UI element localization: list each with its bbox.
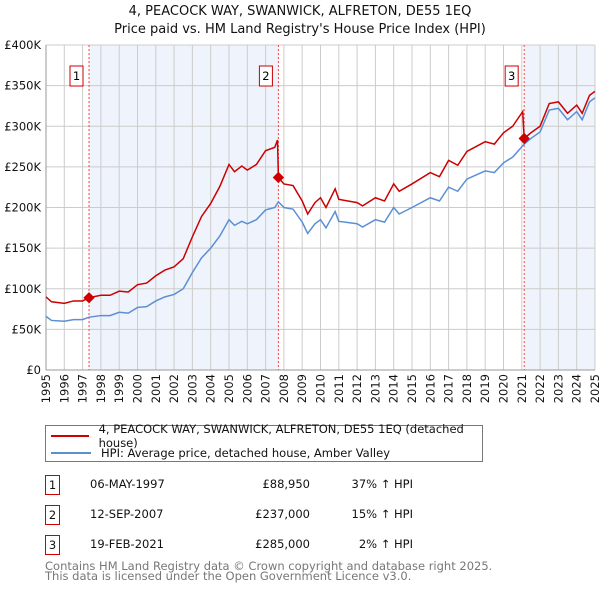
sale-date: 06-MAY-1997	[90, 477, 165, 491]
y-tick-label: £300K	[4, 119, 41, 133]
footer-licence: This data is licensed under the Open Gov…	[45, 569, 412, 583]
x-tick-label: 2014	[387, 374, 401, 403]
x-tick-label: 1995	[39, 374, 53, 403]
x-tick-label: 2006	[240, 374, 254, 403]
property-price-line	[45, 90, 596, 305]
x-tick-label: 1999	[112, 374, 126, 403]
sale-label-box	[258, 65, 273, 87]
x-tick-label: 2004	[204, 374, 218, 403]
price-chart: 1995 1996 1997 1998 1999 2000 2001 2002 2003 2004…	[4, 38, 600, 403]
x-tick-label: 2022	[533, 374, 547, 403]
sale-row: 2 12-SEP-2007 £237,000 15% ↑ HPI	[45, 505, 445, 525]
sale-point	[518, 132, 530, 145]
hpi-line	[45, 97, 596, 323]
x-tick-label: 1998	[94, 374, 108, 403]
x-tick-label: 2018	[460, 374, 474, 403]
sale-label: 1	[73, 69, 80, 83]
y-tick-label: £100K	[4, 282, 41, 296]
legend-item-hpi: HPI: Average price, detached house, Ambe…	[51, 444, 390, 461]
sale-label: 3	[508, 69, 515, 83]
x-tick-label: 2021	[515, 374, 529, 403]
x-tick-label: 2012	[350, 374, 364, 403]
sale-label-box	[69, 65, 84, 87]
sale-hpi-change: 37% ↑ HPI	[351, 477, 413, 491]
x-tick-label: 2011	[332, 374, 346, 403]
sale-marker-box: 1	[45, 475, 60, 495]
x-tick-label: 2007	[259, 374, 273, 403]
sale-hpi-change: 15% ↑ HPI	[351, 507, 413, 521]
legend-swatch-blue	[51, 451, 91, 454]
x-tick-label: 2005	[222, 374, 236, 403]
sale-marker-box: 2	[45, 505, 60, 525]
x-tick-label: 1996	[57, 374, 71, 403]
sale-hpi-change: 2% ↑ HPI	[358, 537, 413, 551]
x-tick-label: 2019	[478, 374, 492, 403]
y-tick-label: £350K	[4, 79, 41, 93]
x-tick-label: 1997	[76, 374, 90, 403]
y-tick-label: £200K	[4, 201, 41, 215]
x-tick-label: 2017	[442, 374, 456, 403]
y-tick-label: £0	[26, 363, 41, 377]
x-tick-label: 2001	[149, 374, 163, 403]
legend: 4, PEACOCK WAY, SWANWICK, ALFRETON, DE55…	[45, 422, 483, 462]
sale-marker-box: 3	[45, 535, 60, 555]
sale-row: 1 06-MAY-1997 £88,950 37% ↑ HPI	[45, 475, 445, 495]
legend-label: 4, PEACOCK WAY, SWANWICK, ALFRETON, DE55…	[98, 421, 464, 450]
x-tick-label: 2020	[497, 374, 511, 403]
x-tick-label: 2002	[167, 374, 181, 403]
legend-label: HPI: Average price, detached house, Ambe…	[101, 445, 390, 460]
x-tick-label: 2023	[551, 374, 565, 403]
chart-subtitle: Price paid vs. HM Land Registry's House …	[114, 22, 486, 37]
sale-label-box	[504, 65, 519, 87]
x-tick-label: 2016	[423, 374, 437, 403]
x-tick-label: 2008	[277, 374, 291, 403]
x-tick-label: 2000	[131, 374, 145, 403]
legend-item-property: 4, PEACOCK WAY, SWANWICK, ALFRETON, DE55…	[51, 422, 482, 450]
y-tick-label: £150K	[4, 241, 41, 255]
legend-swatch-red	[51, 434, 89, 437]
y-tick-label: £400K	[4, 38, 41, 52]
x-tick-label: 2015	[405, 374, 419, 403]
y-tick-label: £250K	[4, 160, 41, 174]
chart-title: 4, PEACOCK WAY, SWANWICK, ALFRETON, DE55…	[128, 4, 472, 19]
x-tick-label: 2009	[295, 374, 309, 403]
x-tick-label: 2013	[368, 374, 382, 403]
sale-label: 2	[262, 69, 269, 83]
sale-point	[272, 171, 285, 184]
footer-copyright: Contains HM Land Registry data © Crown c…	[45, 559, 493, 573]
x-tick-label: 2003	[185, 374, 199, 403]
sale-date: 19-FEB-2021	[90, 537, 164, 551]
sale-date: 12-SEP-2007	[90, 507, 164, 521]
x-tick-label: 2010	[314, 374, 328, 403]
sale-row: 3 19-FEB-2021 £285,000 2% ↑ HPI	[45, 535, 445, 555]
y-tick-label: £50K	[12, 322, 42, 336]
x-tick-label: 2025	[588, 374, 600, 403]
sale-price: £237,000	[255, 507, 310, 521]
sale-price: £88,950	[262, 477, 310, 491]
sale-price: £285,000	[255, 537, 310, 551]
x-tick-label: 2024	[570, 374, 584, 403]
